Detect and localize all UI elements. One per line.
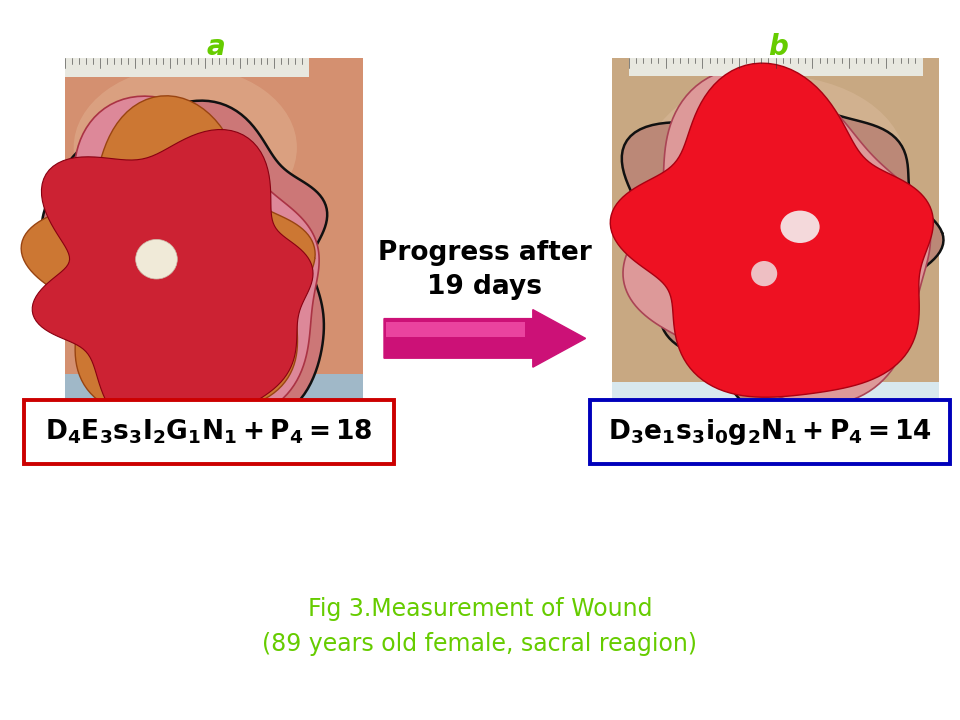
FancyArrow shape <box>384 310 586 367</box>
Ellipse shape <box>74 67 297 229</box>
Polygon shape <box>623 68 930 405</box>
Bar <box>629 58 923 76</box>
Polygon shape <box>622 101 944 433</box>
Bar <box>65 58 309 77</box>
Text: $\mathbf{D_4E_3s_3I_2G_1N_1+P_4=18}$: $\mathbf{D_4E_3s_3I_2G_1N_1+P_4=18}$ <box>45 418 372 446</box>
Polygon shape <box>42 101 327 422</box>
FancyArrow shape <box>386 323 525 337</box>
Text: a: a <box>206 33 226 60</box>
Bar <box>65 58 363 418</box>
Ellipse shape <box>780 210 820 243</box>
Text: $\mathbf{D_3e_1s_3i_0g_2N_1+P_4=14}$: $\mathbf{D_3e_1s_3i_0g_2N_1+P_4=14}$ <box>609 417 932 447</box>
Text: Fig 3.Measurement of Wound
(89 years old female, sacral reagion): Fig 3.Measurement of Wound (89 years old… <box>262 597 698 656</box>
Ellipse shape <box>751 261 778 287</box>
Text: b: b <box>768 33 787 60</box>
FancyBboxPatch shape <box>24 400 394 464</box>
Polygon shape <box>33 130 313 439</box>
Bar <box>612 58 939 418</box>
Polygon shape <box>45 96 319 418</box>
Text: Progress after
19 days: Progress after 19 days <box>378 240 591 300</box>
Polygon shape <box>611 63 933 397</box>
Ellipse shape <box>645 76 906 256</box>
Ellipse shape <box>135 239 178 279</box>
FancyBboxPatch shape <box>590 400 950 464</box>
Polygon shape <box>21 96 315 417</box>
Bar <box>65 374 363 418</box>
Bar <box>612 382 939 418</box>
